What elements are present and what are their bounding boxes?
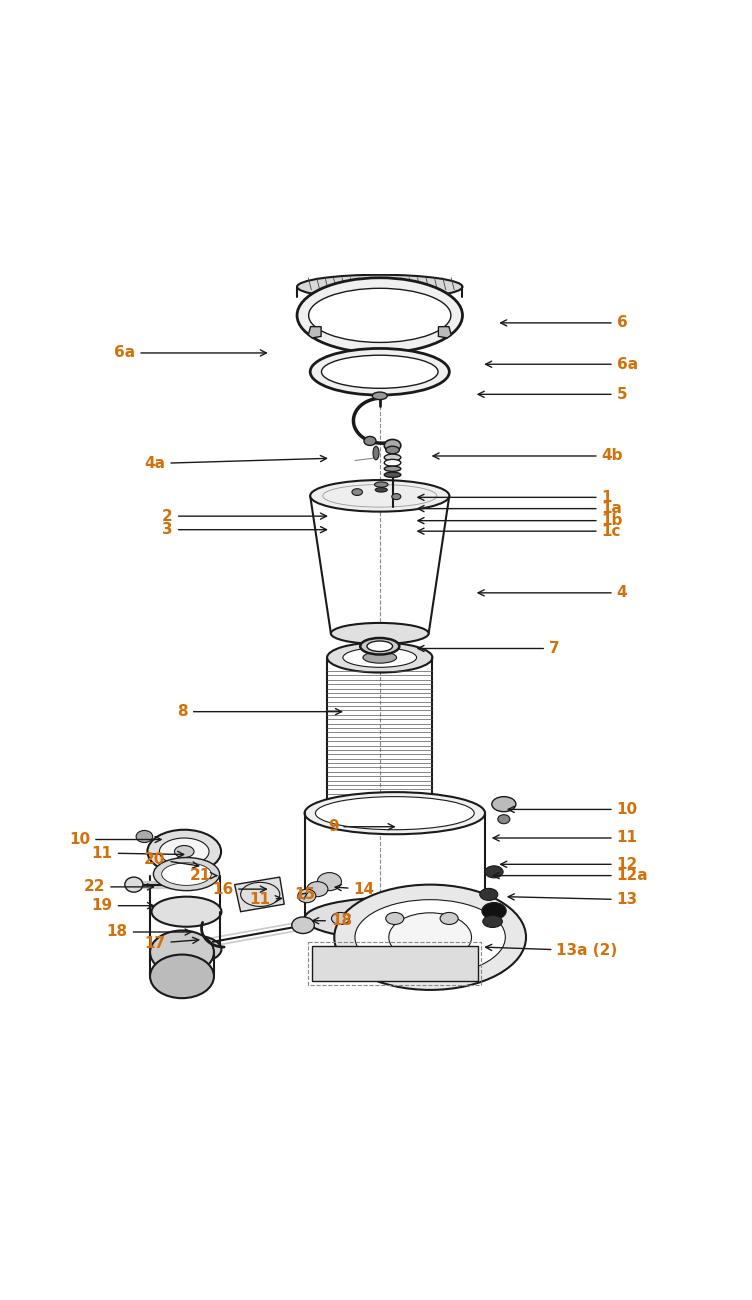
- Text: 5: 5: [478, 387, 627, 402]
- Ellipse shape: [480, 888, 498, 901]
- Ellipse shape: [315, 797, 475, 829]
- Text: 11: 11: [493, 831, 638, 845]
- Text: 2: 2: [162, 508, 326, 524]
- Ellipse shape: [440, 913, 458, 924]
- Text: 22: 22: [83, 879, 153, 894]
- Text: 13: 13: [508, 892, 638, 907]
- Ellipse shape: [389, 913, 472, 962]
- Text: 18: 18: [107, 924, 191, 940]
- Text: 4: 4: [478, 585, 627, 601]
- Text: 18: 18: [313, 913, 352, 928]
- Ellipse shape: [386, 913, 404, 924]
- Ellipse shape: [152, 897, 221, 927]
- Text: 20: 20: [144, 852, 199, 868]
- Text: 6a: 6a: [114, 346, 266, 360]
- Ellipse shape: [327, 642, 432, 672]
- Ellipse shape: [297, 274, 462, 299]
- Ellipse shape: [352, 489, 362, 495]
- Ellipse shape: [147, 829, 221, 874]
- Ellipse shape: [153, 858, 220, 890]
- Ellipse shape: [386, 446, 399, 454]
- Polygon shape: [438, 326, 451, 338]
- Text: 8: 8: [177, 705, 341, 719]
- Ellipse shape: [364, 437, 376, 446]
- Ellipse shape: [327, 794, 432, 824]
- Text: 9: 9: [328, 819, 394, 835]
- Text: 1: 1: [418, 490, 612, 504]
- Ellipse shape: [367, 641, 393, 651]
- Text: 6a: 6a: [486, 356, 638, 372]
- Ellipse shape: [308, 289, 451, 342]
- Text: 6: 6: [501, 316, 627, 330]
- Ellipse shape: [292, 916, 314, 933]
- Text: 15: 15: [295, 887, 316, 902]
- Ellipse shape: [162, 863, 211, 885]
- Ellipse shape: [485, 866, 503, 878]
- Ellipse shape: [384, 467, 401, 472]
- Ellipse shape: [150, 931, 214, 974]
- Ellipse shape: [159, 838, 209, 864]
- Bar: [312, 946, 478, 982]
- Ellipse shape: [332, 913, 350, 924]
- Text: 3: 3: [162, 523, 326, 537]
- Text: 12a: 12a: [493, 868, 648, 883]
- Text: 16: 16: [212, 881, 266, 897]
- Ellipse shape: [392, 494, 401, 499]
- Text: 7: 7: [418, 641, 559, 656]
- Ellipse shape: [373, 446, 379, 460]
- Ellipse shape: [355, 900, 505, 975]
- Text: 17: 17: [144, 936, 199, 950]
- Ellipse shape: [297, 278, 462, 354]
- Ellipse shape: [317, 872, 341, 891]
- Ellipse shape: [310, 348, 450, 395]
- Text: 10: 10: [69, 832, 161, 848]
- Text: 14: 14: [335, 881, 374, 897]
- Ellipse shape: [322, 355, 438, 389]
- Ellipse shape: [363, 651, 396, 663]
- Ellipse shape: [498, 815, 510, 824]
- Ellipse shape: [482, 902, 506, 919]
- Ellipse shape: [125, 878, 143, 892]
- Ellipse shape: [384, 459, 401, 467]
- Ellipse shape: [384, 472, 401, 477]
- Text: 11: 11: [92, 845, 183, 861]
- Ellipse shape: [310, 480, 450, 512]
- Text: 4a: 4a: [144, 455, 326, 471]
- Text: 13a (2): 13a (2): [486, 944, 617, 958]
- Ellipse shape: [372, 393, 387, 399]
- Ellipse shape: [492, 797, 516, 811]
- Ellipse shape: [360, 638, 399, 654]
- Ellipse shape: [331, 623, 429, 644]
- Text: 10: 10: [508, 802, 638, 816]
- Ellipse shape: [152, 935, 221, 965]
- Ellipse shape: [305, 792, 485, 835]
- Ellipse shape: [307, 881, 328, 897]
- Ellipse shape: [384, 439, 401, 451]
- Ellipse shape: [374, 482, 388, 488]
- Ellipse shape: [384, 454, 401, 462]
- Ellipse shape: [136, 831, 153, 842]
- Ellipse shape: [375, 488, 387, 493]
- Text: 1b: 1b: [418, 514, 623, 528]
- Ellipse shape: [305, 897, 485, 940]
- Polygon shape: [308, 326, 321, 338]
- Ellipse shape: [343, 647, 417, 667]
- Text: 1c: 1c: [418, 524, 621, 538]
- Ellipse shape: [483, 915, 502, 927]
- Ellipse shape: [334, 884, 526, 989]
- Text: 12: 12: [501, 857, 638, 872]
- Polygon shape: [235, 878, 284, 911]
- Text: 4b: 4b: [433, 448, 623, 464]
- Ellipse shape: [174, 845, 194, 858]
- Ellipse shape: [349, 801, 411, 818]
- Text: 19: 19: [92, 898, 153, 913]
- Ellipse shape: [298, 889, 316, 902]
- Text: 21: 21: [190, 868, 217, 883]
- Text: 1a: 1a: [418, 500, 623, 516]
- Text: 11: 11: [250, 892, 281, 907]
- Ellipse shape: [150, 954, 214, 998]
